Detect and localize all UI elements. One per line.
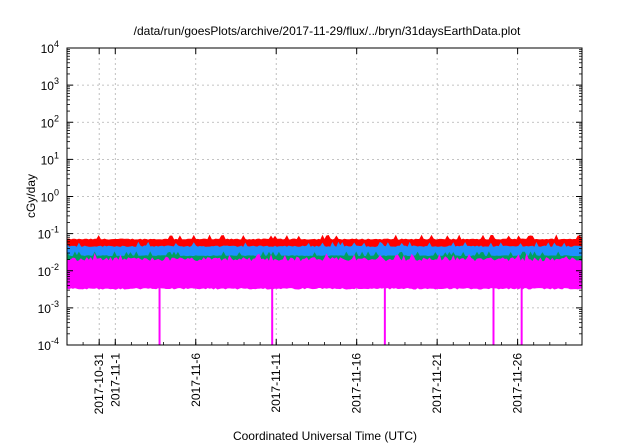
x-tick-label: 2017-11-1	[108, 353, 122, 407]
y-tick-label: 10-4	[38, 336, 59, 353]
y-tick-label: 10-3	[38, 299, 59, 316]
y-tick-label: 10-1	[38, 225, 59, 242]
y-tick-label: 100	[41, 188, 59, 205]
y-axis-label: cGy/day	[24, 174, 38, 218]
x-tick-label: 2017-11-11	[269, 353, 283, 413]
chart-title: /data/run/goesPlots/archive/2017-11-29/f…	[134, 24, 521, 38]
x-tick-label: 2017-11-26	[511, 353, 525, 414]
y-tick-label: 104	[41, 39, 59, 56]
plot-area	[67, 48, 582, 345]
y-tick-label: 10-2	[38, 262, 59, 279]
x-tick-label: 2017-11-16	[350, 353, 364, 414]
data-series	[66, 234, 583, 290]
y-tick-label: 102	[41, 113, 59, 130]
series-band	[66, 252, 583, 290]
y-axis: 10-4 10-3 10-2 10-1 100 101 102 103 104	[38, 39, 582, 353]
x-tick-label: 2017-10-31	[92, 353, 106, 415]
x-axis-label: Coordinated Universal Time (UTC)	[233, 429, 417, 443]
dropout-spikes	[158, 287, 523, 345]
x-axis: 2017-10-31 2017-11-1 2017-11-6 2017-11-11 20…	[66, 48, 583, 415]
y-tick-label: 101	[41, 150, 59, 167]
x-tick-label: 2017-11-6	[189, 353, 203, 407]
x-tick-label: 2017-11-21	[430, 353, 444, 414]
y-tick-label: 103	[41, 76, 59, 93]
